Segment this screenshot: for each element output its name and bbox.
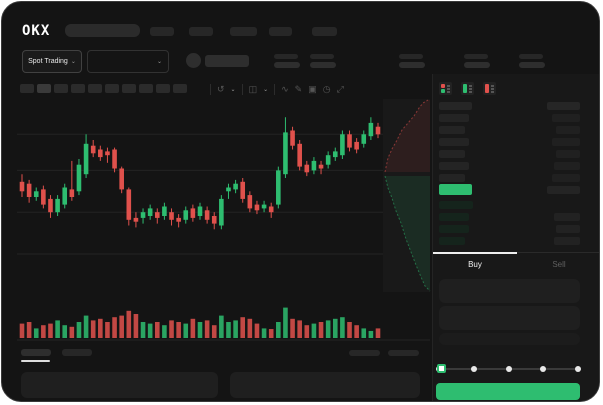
chevron-down-icon[interactable]: ⌄ — [263, 87, 269, 93]
ask-row-amount[interactable] — [552, 174, 580, 182]
candlestick-chart[interactable] — [17, 98, 432, 346]
nav-item-4[interactable] — [269, 27, 292, 36]
okx-logo: OKX — [22, 23, 51, 39]
stat-3-value — [399, 62, 425, 68]
search-input[interactable] — [65, 24, 140, 37]
timeframe-chip-6[interactable] — [105, 84, 119, 93]
stat-4-value — [464, 62, 490, 68]
orderbook-asks-icon[interactable] — [483, 82, 496, 95]
percent-slider[interactable] — [436, 364, 581, 373]
stat-3-label — [399, 54, 423, 59]
chevron-down-icon: ⌄ — [70, 59, 76, 65]
timeframe-chip-2[interactable] — [37, 84, 51, 93]
buy-submit-button[interactable] — [436, 383, 580, 400]
ask-row-price[interactable] — [439, 162, 469, 170]
clock-icon[interactable]: ◷ — [322, 84, 331, 94]
timeframe-chip-3[interactable] — [54, 84, 68, 93]
pair-selector-dropdown[interactable]: ⌄ — [87, 50, 169, 73]
stat-2-label — [310, 54, 334, 59]
nav-item-3[interactable] — [230, 27, 257, 36]
ask-row-price[interactable] — [439, 114, 469, 122]
ask-row-price[interactable] — [439, 174, 465, 182]
orderbook-combined-icon[interactable] — [439, 82, 452, 95]
spot-trading-label: Spot Trading — [28, 58, 68, 65]
tab-sell[interactable]: Sell — [552, 259, 566, 269]
chevron-down-icon: ⌄ — [156, 59, 162, 65]
timeframe-chip-9[interactable] — [156, 84, 170, 93]
stat-1-label — [274, 54, 298, 59]
orderbook-header-right — [547, 102, 580, 110]
divider — [241, 84, 243, 95]
ask-row-amount[interactable] — [554, 162, 580, 170]
stat-2-value — [310, 62, 336, 68]
last-price-amount[interactable] — [547, 186, 580, 194]
nav-item-5[interactable] — [312, 27, 337, 36]
nav-item-2[interactable] — [189, 27, 213, 36]
ask-row-price[interactable] — [439, 150, 465, 158]
bid-row-price[interactable] — [439, 225, 469, 233]
slider-stop-100[interactable] — [575, 366, 581, 372]
slider-stop-50[interactable] — [505, 366, 512, 372]
bid-row-amount[interactable] — [554, 237, 580, 245]
timeframe-chip-10[interactable] — [173, 84, 187, 93]
bid-row-price[interactable] — [439, 213, 469, 221]
last-price-bar[interactable] — [439, 184, 472, 195]
bottom-tab-active[interactable] — [21, 349, 51, 356]
layout-icon[interactable]: ◫ — [248, 84, 258, 94]
bid-row-price[interactable] — [439, 237, 465, 245]
timeframe-chip-7[interactable] — [122, 84, 136, 93]
bid-row-amount[interactable] — [554, 213, 580, 221]
draw-pencil-icon[interactable]: ✎ — [294, 84, 303, 94]
stat-5-value — [519, 62, 545, 68]
ask-row-amount[interactable] — [556, 126, 580, 134]
trade-tabs: Buy Sell — [433, 252, 599, 275]
pair-name-placeholder — [205, 55, 249, 67]
timeframe-chip-5[interactable] — [88, 84, 102, 93]
divider — [274, 84, 276, 95]
spot-trading-dropdown[interactable]: Spot Trading ⌄ — [22, 50, 82, 73]
timeframe-chip-1[interactable] — [20, 84, 34, 93]
undo-icon[interactable]: ↺ — [217, 84, 225, 94]
ask-row-price[interactable] — [439, 126, 465, 134]
chart-footer-chip-1[interactable] — [349, 350, 380, 356]
bottom-tab-underline — [21, 360, 50, 362]
bottom-panel-1 — [21, 372, 218, 398]
indicator-wave-icon[interactable]: ∿ — [281, 84, 289, 94]
slider-stop-75[interactable] — [540, 366, 547, 372]
total-field[interactable] — [439, 333, 580, 345]
chart-toolbar-icons: ↺ ⌄ ◫ ⌄ ∿ ✎ ▣ ◷ ⤢ — [210, 83, 344, 96]
slider-stop-25[interactable] — [470, 366, 477, 372]
nav-item-1[interactable] — [150, 27, 174, 36]
bottom-tab-2[interactable] — [62, 349, 92, 356]
camera-icon[interactable]: ▣ — [308, 84, 317, 94]
divider — [210, 84, 211, 95]
chart-footer-chip-2[interactable] — [388, 350, 419, 356]
stat-4-label — [464, 54, 488, 59]
bottom-panel-2 — [230, 372, 420, 398]
orderbook-header-left — [439, 102, 472, 110]
timeframe-chip-8[interactable] — [139, 84, 153, 93]
tab-buy[interactable]: Buy — [433, 252, 517, 275]
fullscreen-icon[interactable]: ⤢ — [336, 84, 344, 94]
chevron-down-icon[interactable]: ⌄ — [230, 87, 236, 93]
orderbook-view-toggles — [439, 82, 496, 95]
price-input[interactable] — [439, 279, 580, 303]
amount-input[interactable] — [439, 306, 580, 330]
ask-row-amount[interactable] — [552, 138, 580, 146]
ask-row-price[interactable] — [439, 138, 469, 146]
stat-5-label — [519, 54, 543, 59]
coin-avatar — [186, 53, 201, 68]
ask-row-amount[interactable] — [552, 114, 580, 122]
ask-row-amount[interactable] — [556, 150, 580, 158]
bid-row-price[interactable] — [439, 201, 473, 209]
bid-row-amount[interactable] — [556, 225, 580, 233]
slider-handle[interactable] — [437, 364, 446, 373]
timeframe-chip-4[interactable] — [71, 84, 85, 93]
orderbook-bids-icon[interactable] — [461, 82, 474, 95]
stat-1-value — [274, 62, 300, 68]
